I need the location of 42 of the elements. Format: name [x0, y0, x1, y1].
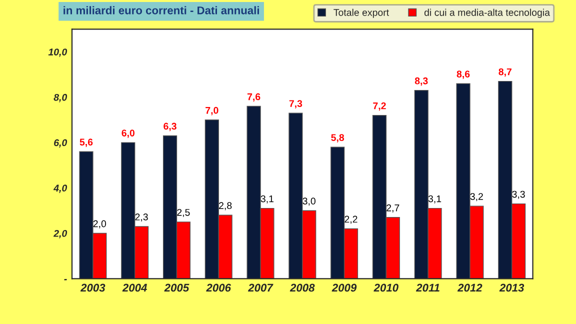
data-label: 2,5 [177, 208, 190, 217]
data-label: 8,7 [498, 68, 512, 77]
x-tick-label: 2006 [206, 284, 232, 292]
x-tick-label: 2012 [457, 284, 482, 292]
legend-label: Totale export [334, 8, 389, 18]
chart-title: in miliardi euro correnti - Dati annuali [64, 6, 259, 14]
data-label: 5,6 [80, 138, 93, 147]
data-label: 7,2 [373, 102, 386, 111]
x-tick-label: 2005 [164, 284, 190, 292]
x-tick-label: 2008 [290, 284, 315, 292]
legend-label: di cui a media-alta tecnologia [424, 8, 550, 18]
data-label: 6,3 [164, 122, 176, 132]
data-label: 8,6 [456, 70, 470, 79]
data-label: 5,8 [331, 134, 344, 142]
x-tick-label: 2010 [374, 284, 398, 292]
y-tick-label: 6,0 [54, 139, 68, 148]
data-label: 8,3 [414, 77, 428, 86]
y-tick-label: 8,0 [54, 94, 68, 102]
data-label: 2,2 [344, 216, 358, 224]
x-tick-label: 2013 [499, 284, 524, 292]
data-label: 2,8 [219, 202, 232, 210]
y-tick-label: - [64, 279, 67, 280]
data-label: 7,6 [247, 93, 260, 102]
data-label: 2,3 [135, 214, 148, 222]
x-tick-label: 2003 [80, 284, 106, 292]
data-label: 3,1 [428, 195, 442, 204]
data-label: 3,0 [302, 198, 316, 206]
y-tick-label: 4,0 [53, 184, 68, 193]
data-label: 2,0 [93, 220, 106, 228]
data-label: 7,3 [289, 100, 302, 108]
data-label: 3,1 [260, 195, 274, 204]
data-label: 6,0 [122, 130, 134, 138]
y-tick-label: 2,0 [53, 230, 68, 238]
x-tick-label: 2004 [122, 284, 148, 292]
x-tick-label: 2007 [248, 284, 274, 292]
y-tick-label: 10,0 [48, 48, 68, 57]
x-tick-label: 2009 [332, 284, 357, 292]
data-label: 2,7 [386, 204, 400, 212]
data-label: 7,0 [206, 106, 218, 116]
x-tick-label: 2011 [416, 284, 440, 292]
data-label: 3,3 [512, 190, 525, 199]
data-label: 3,2 [470, 193, 483, 202]
